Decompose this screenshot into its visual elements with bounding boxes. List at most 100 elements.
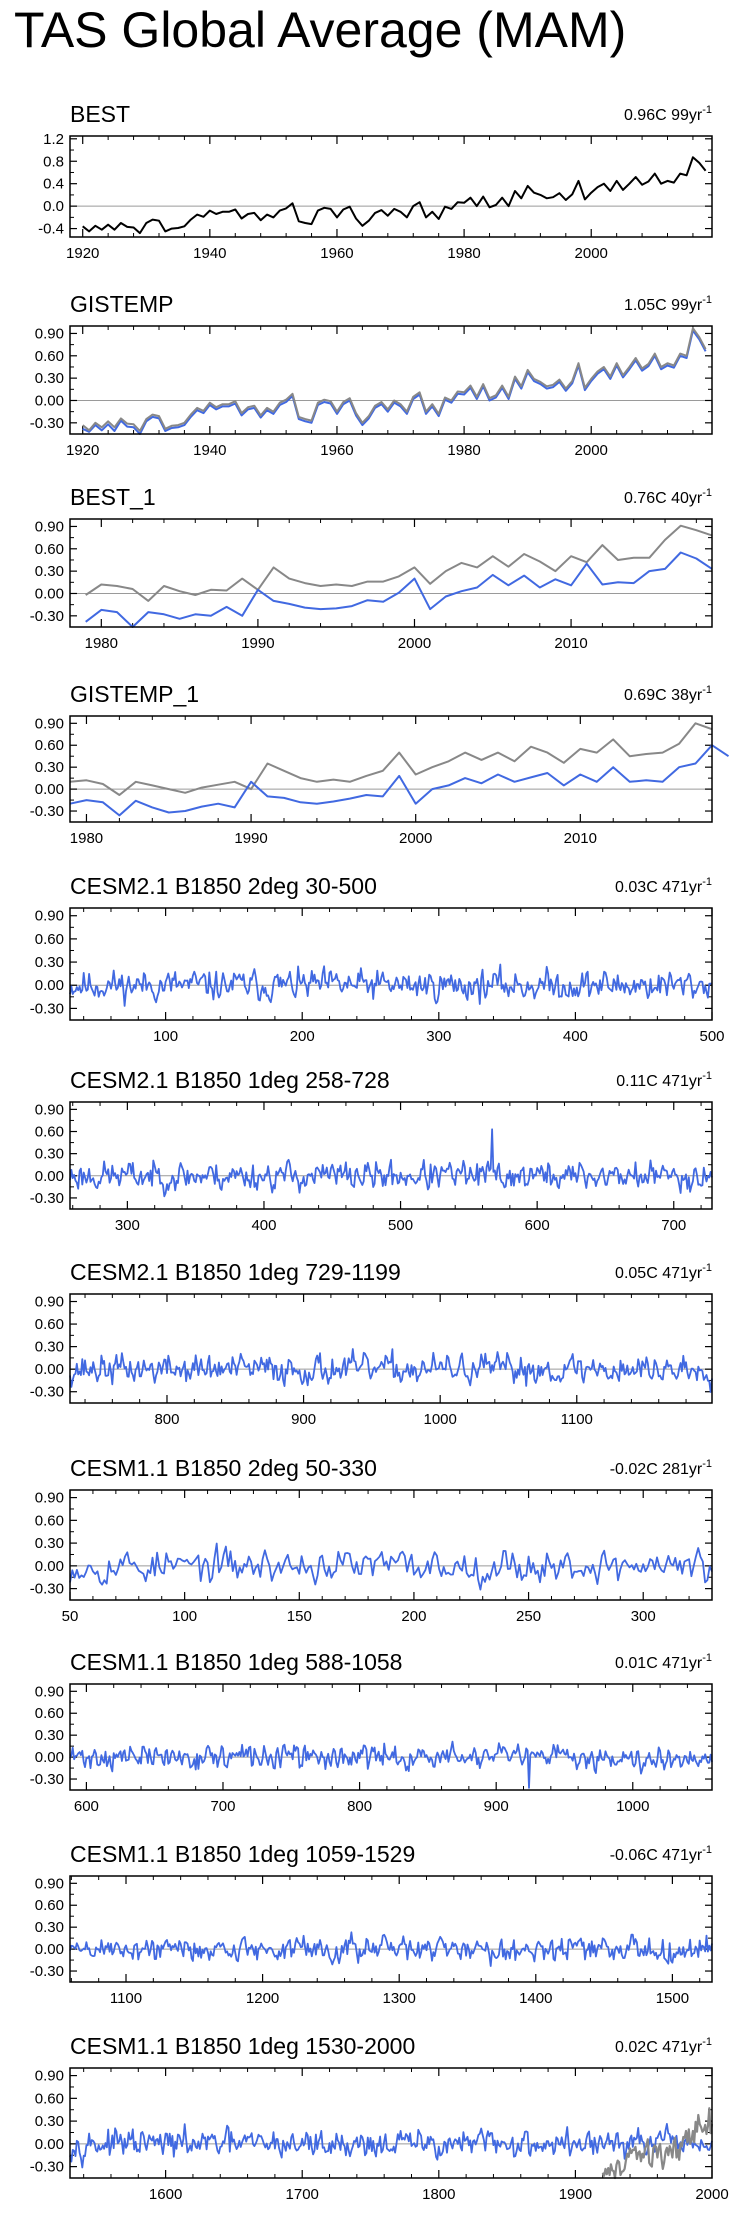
y-tick-label: 0.30 [35, 759, 64, 776]
model-series-line [69, 1542, 713, 1591]
chart-panel-4: GISTEMP_1 0.69C 38yr-1 -0.30 0.00 0.30 0.60 0.… [30, 681, 730, 847]
plot-frame [69, 907, 713, 1021]
model-series-line [69, 1348, 713, 1393]
x-tick-label: 300 [426, 1028, 451, 1045]
panel-title: CESM2.1 B1850 1deg 729-1199 [70, 1259, 401, 1285]
y-tick-label: 0.60 [35, 737, 64, 754]
y-tick-label: 0.0 [43, 198, 64, 215]
x-tick-label: 2000 [575, 442, 608, 459]
x-tick-label: 2000 [695, 2186, 728, 2203]
x-tick-label: 1800 [422, 2186, 455, 2203]
y-tick-label: 0.8 [43, 153, 64, 170]
panel-title: CESM2.1 B1850 2deg 30-500 [70, 873, 377, 899]
x-tick-label: 1960 [320, 442, 353, 459]
y-tick-label: 0.90 [35, 715, 64, 732]
y-tick-label: 0.30 [35, 370, 64, 387]
plot-frame [69, 1489, 713, 1601]
x-tick-label: 700 [661, 1217, 686, 1234]
y-tick-label: -0.30 [30, 1000, 64, 1017]
y-tick-label: -0.30 [30, 1190, 64, 1207]
model-series-line [69, 1128, 713, 1198]
model-series-line [69, 963, 713, 1007]
x-tick-label: 150 [287, 1608, 312, 1625]
x-tick-label: 1920 [66, 442, 99, 459]
observed-overlay-line [601, 2107, 714, 2180]
panel-title: CESM1.1 B1850 1deg 1059-1529 [70, 1841, 415, 1867]
model-series-line [69, 1740, 713, 1789]
plot-frame [69, 325, 713, 435]
y-tick-label: 0.90 [35, 908, 64, 925]
panel-title: BEST [70, 101, 130, 127]
trend-label: 0.05C 471yr-1 [615, 1262, 712, 1282]
y-tick-label: -0.30 [30, 803, 64, 820]
model-series-line [69, 1931, 713, 1967]
x-tick-label: 800 [347, 1798, 372, 1815]
series-line-model [85, 551, 713, 628]
chart-panel-11: CESM1.1 B1850 1deg 1530-2000 0.02C 471yr-… [30, 2033, 729, 2203]
x-tick-label: 1100 [110, 1990, 142, 2007]
chart-panel-8: CESM1.1 B1850 2deg 50-330 -0.02C 281yr-1 -… [30, 1455, 713, 1625]
y-tick-label: 1.2 [43, 131, 64, 148]
x-tick-label: 1400 [519, 1990, 552, 2007]
y-tick-label: 0.60 [35, 348, 64, 365]
panel-title: CESM1.1 B1850 1deg 588-1058 [70, 1649, 402, 1675]
x-tick-label: 1960 [320, 245, 353, 262]
x-tick-label: 1940 [193, 245, 226, 262]
y-tick-label: 0.30 [35, 954, 64, 971]
y-tick-label: 0.90 [35, 2068, 64, 2085]
x-tick-label: 1300 [383, 1990, 416, 2007]
y-tick-label: 0.90 [35, 1683, 64, 1700]
y-tick-label: 0.60 [35, 541, 64, 558]
y-tick-label: 0.00 [35, 781, 64, 798]
y-tick-label: 0.00 [35, 585, 64, 602]
y-tick-label: 0.00 [35, 1361, 64, 1378]
plot-frame [69, 1293, 713, 1404]
x-tick-label: 800 [154, 1411, 179, 1428]
y-tick-label: 0.60 [35, 1124, 64, 1141]
chart-panel-7: CESM2.1 B1850 1deg 729-1199 0.05C 471yr-1… [30, 1259, 713, 1428]
x-tick-label: 1500 [656, 1990, 689, 2007]
plot-frame [69, 135, 713, 238]
x-tick-label: 1600 [149, 2186, 182, 2203]
y-tick-label: 0.30 [35, 1535, 64, 1552]
y-tick-label: 0.60 [35, 1705, 64, 1722]
y-tick-label: 0.00 [35, 1749, 64, 1766]
y-tick-label: 0.00 [35, 977, 64, 994]
x-tick-label: 500 [699, 1028, 724, 1045]
series-line-reference [69, 722, 713, 796]
x-tick-label: 2010 [564, 830, 597, 847]
chart-panel-5: CESM2.1 B1850 2deg 30-500 0.03C 471yr-1 -0… [30, 873, 725, 1045]
x-tick-label: 100 [172, 1608, 197, 1625]
x-tick-label: 50 [62, 1608, 79, 1625]
y-tick-label: -0.30 [30, 1771, 64, 1788]
chart-panel-3: BEST_1 0.76C 40yr-1 -0.30 0.00 0.30 0.60 0.90 1… [30, 484, 713, 652]
plot-frame [69, 715, 713, 823]
x-tick-label: 250 [516, 1608, 541, 1625]
x-tick-label: 2000 [575, 245, 608, 262]
trend-label: 0.03C 471yr-1 [615, 876, 712, 896]
x-tick-label: 400 [563, 1028, 588, 1045]
x-tick-label: 900 [291, 1411, 316, 1428]
y-tick-label: -0.30 [30, 1384, 64, 1401]
chart-panel-1: BEST 0.96C 99yr-1 -0.4 0.0 0.4 0.8 1.2 1920 1940… [38, 101, 713, 262]
y-tick-label: 0.90 [35, 1101, 64, 1118]
trend-label: 0.96C 99yr-1 [624, 104, 712, 124]
x-tick-label: 1200 [246, 1990, 279, 2007]
y-tick-label: 0.00 [35, 2136, 64, 2153]
y-tick-label: 0.90 [35, 518, 64, 535]
x-tick-label: 300 [115, 1217, 140, 1234]
x-tick-label: 1980 [70, 830, 103, 847]
y-tick-label: 0.90 [35, 325, 64, 342]
panel-title: CESM2.1 B1850 1deg 258-728 [70, 1067, 390, 1093]
y-tick-label: -0.4 [38, 221, 64, 238]
trend-label: 1.05C 99yr-1 [624, 294, 712, 314]
trend-label: 0.76C 40yr-1 [624, 487, 712, 507]
x-tick-label: 200 [401, 1608, 426, 1625]
y-tick-label: 0.60 [35, 1316, 64, 1333]
x-tick-label: 1920 [66, 245, 99, 262]
y-tick-label: 0.90 [35, 1875, 64, 1892]
y-tick-label: 0.30 [35, 1727, 64, 1744]
x-tick-label: 1990 [241, 635, 274, 652]
y-tick-label: 0.4 [43, 176, 64, 193]
